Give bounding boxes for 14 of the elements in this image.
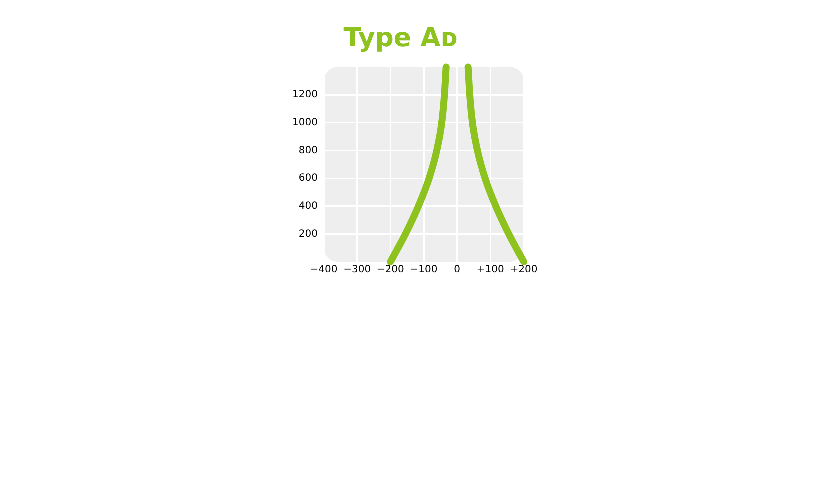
x-tick-label: −100 [410,264,438,276]
y-tick-label: 1000 [292,117,318,128]
y-tick-label: 400 [298,200,318,212]
x-tick-label: −400 [310,264,338,276]
y-tick-label: 200 [298,228,318,240]
x-tick-label: 0 [454,264,461,276]
chart-title: Type Aᴅ [344,23,458,54]
y-tick-label: 1200 [292,90,318,101]
x-tick-label: −200 [376,264,404,276]
y-tick-label: 800 [298,145,318,156]
x-tick-label: +100 [476,264,504,276]
y-tick-label: 600 [298,173,318,184]
x-tick-label: +200 [510,264,538,276]
x-tick-label: −300 [344,264,372,276]
